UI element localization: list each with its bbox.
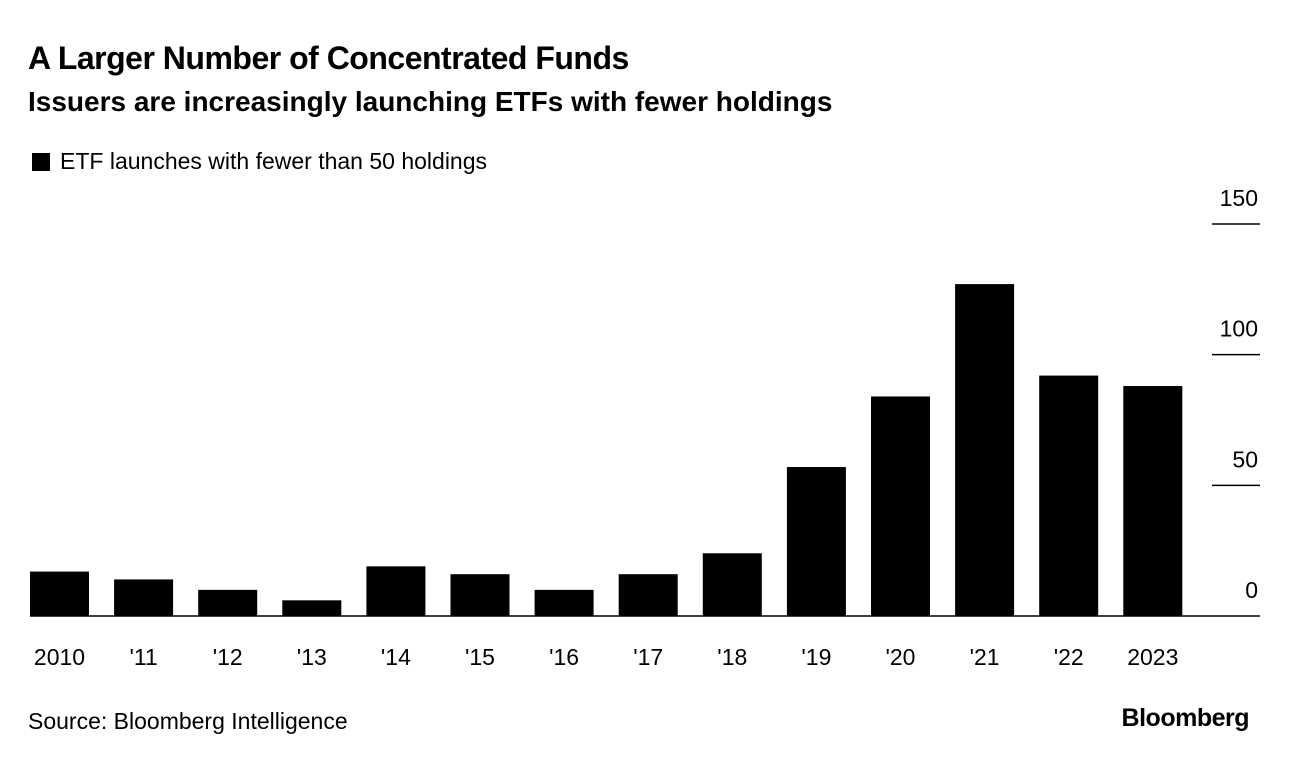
bar xyxy=(871,396,930,616)
bloomberg-logo: Bloomberg xyxy=(1121,704,1250,732)
x-tick-label: '19 xyxy=(801,644,831,670)
legend-swatch xyxy=(32,152,50,171)
y-tick-label: 50 xyxy=(1232,446,1258,472)
bar xyxy=(786,467,846,616)
bar xyxy=(30,571,89,616)
x-tick-label: '12 xyxy=(213,644,243,670)
x-tick-label: '22 xyxy=(1054,644,1084,670)
x-tick-label: '21 xyxy=(970,644,1000,670)
bar xyxy=(1123,386,1183,616)
bar xyxy=(366,566,426,616)
x-tick-label: '18 xyxy=(717,644,747,670)
y-tick-label: 0 xyxy=(1245,577,1258,603)
chart-subtitle: Issuers are increasingly launching ETFs … xyxy=(28,86,833,117)
bar xyxy=(282,600,342,616)
x-tick-label: '14 xyxy=(381,644,411,670)
legend-label: ETF launches with fewer than 50 holdings xyxy=(60,148,488,174)
x-tick-label: '16 xyxy=(549,644,579,670)
bar xyxy=(702,553,762,616)
x-tick-label: '11 xyxy=(129,644,157,670)
bar xyxy=(955,284,1015,616)
y-tick-label: 100 xyxy=(1220,316,1258,342)
x-tick-label: 2010 xyxy=(34,644,85,670)
bar xyxy=(198,589,258,616)
chart-title: A Larger Number of Concentrated Funds xyxy=(28,40,629,76)
bar xyxy=(534,589,594,616)
y-tick-label: 150 xyxy=(1220,185,1258,211)
bar xyxy=(114,579,174,616)
bar xyxy=(450,574,510,616)
bar xyxy=(1039,375,1099,616)
x-tick-label: 2023 xyxy=(1127,644,1178,670)
x-tick-label: '17 xyxy=(633,644,663,670)
x-tick-label: '15 xyxy=(465,644,495,670)
legend: ETF launches with fewer than 50 holdings xyxy=(32,148,487,175)
bar xyxy=(618,574,678,616)
source-note: Source: Bloomberg Intelligence xyxy=(28,708,348,734)
x-tick-label: '20 xyxy=(886,644,916,670)
x-tick-label: '13 xyxy=(297,644,327,670)
